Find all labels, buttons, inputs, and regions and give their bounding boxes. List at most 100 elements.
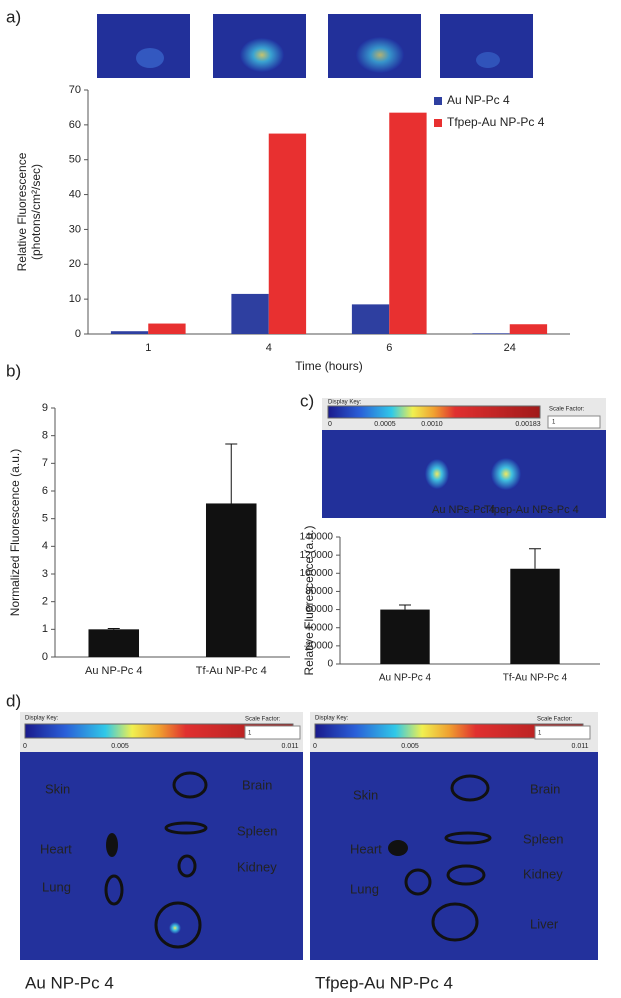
organ-label: Skin <box>353 787 378 802</box>
x-tick-label: Au NP-Pc 4 <box>85 665 142 677</box>
panel-label: d) <box>6 691 21 710</box>
y-tick-label: 9 <box>42 402 48 414</box>
bar <box>389 112 427 335</box>
x-tick-label: 24 <box>504 342 516 354</box>
y-tick-label: 0 <box>42 651 48 663</box>
key-tick: 0.011 <box>282 743 299 750</box>
organ-label: Brain <box>530 781 560 796</box>
y-tick-label: 0 <box>75 328 81 340</box>
organ-label: Lung <box>42 879 71 894</box>
y-axis-label: Normalized Fluorescence (a.u.) <box>8 449 22 616</box>
y-axis-label: Relative Fluorescence <box>15 152 29 271</box>
key-title: Display Key: <box>25 716 59 722</box>
organ-label: Kidney <box>523 866 563 881</box>
y-tick-label: 100000 <box>300 568 334 579</box>
y-tick-label: 140000 <box>300 532 334 543</box>
organ-label: Spleen <box>523 831 563 846</box>
y-axis-label: (photons/cm²/sec) <box>29 164 43 260</box>
y-tick-label: 50 <box>69 154 81 166</box>
scale-title: Scale Factor: <box>537 717 573 723</box>
key-tick: 0.011 <box>572 743 589 750</box>
y-tick-label: 70 <box>69 84 81 96</box>
legend-swatch <box>434 97 442 105</box>
y-tick-label: 1 <box>42 623 48 635</box>
image-label: Tfpep-Au NPs-Pc 4 <box>484 504 579 516</box>
scale-title: Scale Factor: <box>549 407 585 413</box>
y-tick-label: 40 <box>69 188 81 200</box>
error-bar <box>225 443 238 504</box>
y-tick-label: 7 <box>42 457 48 469</box>
x-tick-label: Tf-Au NP-Pc 4 <box>196 665 267 677</box>
y-tick-label: 60000 <box>305 604 333 615</box>
y-tick-label: 20 <box>69 258 81 270</box>
y-tick-label: 40000 <box>305 622 333 633</box>
scale-value: 1 <box>552 420 556 426</box>
key-tick: 0 <box>328 421 332 428</box>
scale-title: Scale Factor: <box>245 717 281 723</box>
y-axis-label: Relative Fluorescence (a.u.) <box>302 525 316 675</box>
bar <box>231 293 269 334</box>
organ-label: Brain <box>242 777 272 792</box>
x-axis-label: Time (hours) <box>295 359 363 373</box>
key-title: Display Key: <box>328 400 362 406</box>
organ-label: Spleen <box>237 823 277 838</box>
y-tick-label: 60 <box>69 119 81 131</box>
organ-label: Heart <box>350 841 382 856</box>
y-tick-label: 0 <box>327 659 333 670</box>
panel-label: a) <box>6 7 21 26</box>
bar <box>148 323 186 334</box>
organ-label: Heart <box>40 841 72 856</box>
y-tick-label: 4 <box>42 540 48 552</box>
y-tick-label: 10 <box>69 293 81 305</box>
key-tick: 0.005 <box>111 743 129 750</box>
legend-swatch <box>434 119 442 127</box>
x-tick-label: 4 <box>266 342 272 354</box>
caption: Tfpep-Au NP-Pc 4 <box>315 973 453 992</box>
bar <box>510 568 560 664</box>
organ-label: Skin <box>45 781 70 796</box>
bar <box>88 629 140 657</box>
scale-value: 1 <box>248 731 252 737</box>
y-tick-label: 80000 <box>305 586 333 597</box>
bar <box>110 331 149 334</box>
bar <box>205 503 257 657</box>
error-bar <box>399 604 411 610</box>
x-tick-label: 1 <box>145 342 151 354</box>
y-tick-label: 6 <box>42 485 48 497</box>
image-label: Au NPs-Pc 4 <box>432 504 495 516</box>
panel-label: b) <box>6 361 21 380</box>
bar <box>509 324 548 334</box>
key-tick: 0.005 <box>401 743 419 750</box>
y-tick-label: 30 <box>69 223 81 235</box>
x-tick-label: Au NP-Pc 4 <box>379 673 432 684</box>
error-bar <box>107 628 120 630</box>
scale-value: 1 <box>538 731 542 737</box>
key-title: Display Key: <box>315 716 349 722</box>
organ-label: Kidney <box>237 859 277 874</box>
thumbnails <box>97 14 533 78</box>
y-tick-label: 5 <box>42 513 48 525</box>
key-tick: 0.0010 <box>421 421 443 428</box>
images-d <box>20 712 598 960</box>
key-tick: 0 <box>23 743 27 750</box>
y-tick-label: 8 <box>42 430 48 442</box>
error-bar <box>529 548 541 569</box>
legend-label: Tfpep-Au NP-Pc 4 <box>447 115 545 129</box>
bar <box>351 304 390 334</box>
key-tick: 0.00183 <box>515 421 540 428</box>
y-tick-label: 120000 <box>300 550 334 561</box>
legend-label: Au NP-Pc 4 <box>447 93 510 107</box>
x-tick-label: 6 <box>386 342 392 354</box>
organ-label: Lung <box>350 881 379 896</box>
y-tick-label: 3 <box>42 568 48 580</box>
key-tick: 0.0005 <box>374 421 396 428</box>
y-tick-label: 20000 <box>305 640 333 651</box>
caption: Au NP-Pc 4 <box>25 973 114 992</box>
x-tick-label: Tf-Au NP-Pc 4 <box>503 673 568 684</box>
key-tick: 0 <box>313 743 317 750</box>
image-c <box>322 398 606 518</box>
panel-label: c) <box>300 391 314 410</box>
bar <box>380 609 430 664</box>
bar <box>472 333 510 334</box>
